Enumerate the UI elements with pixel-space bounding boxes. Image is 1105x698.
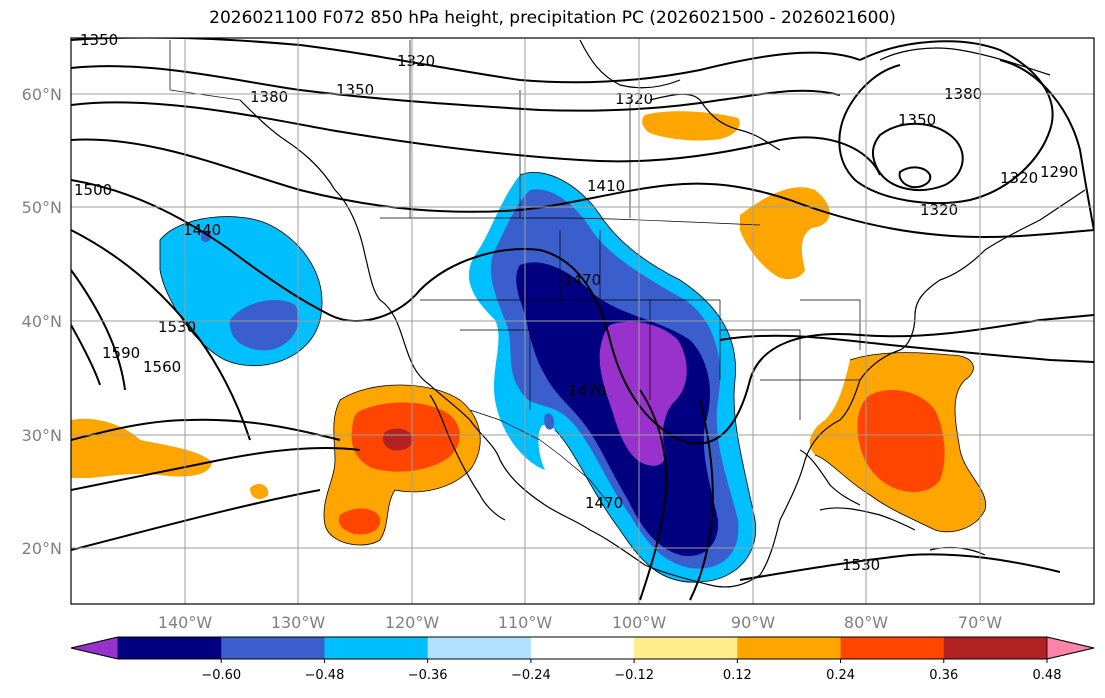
lon-label: 90°W <box>731 613 775 632</box>
contour-label: 1380 <box>250 88 288 106</box>
colorbar-extend-high <box>1046 636 1095 660</box>
lon-label: 100°W <box>612 613 667 632</box>
colorbar-swatch <box>118 637 222 659</box>
latitude-labels: 60°N 50°N 40°N 30°N 20°N <box>22 85 62 558</box>
lon-label: 80°W <box>844 613 888 632</box>
contour-label: 1410 <box>587 177 625 195</box>
contour-label: 1350 <box>898 111 936 129</box>
lon-label: 140°W <box>158 613 213 632</box>
positive-anomaly-area <box>740 187 830 280</box>
colorbar-swatch <box>324 637 429 659</box>
colorbar-tick-label: −0.60 <box>201 668 241 683</box>
colorbar-tick-label: −0.48 <box>305 668 345 683</box>
contour-label: 1470 <box>568 382 606 400</box>
precip-fill-layer <box>71 111 986 583</box>
precip-outline-layer <box>159 172 987 583</box>
positive-anomaly-area <box>71 418 212 478</box>
contour-label: 1500 <box>74 181 112 199</box>
coastlines-layer <box>239 39 1086 588</box>
contour-label: 1560 <box>143 358 181 376</box>
contour-label: 1290 <box>1040 163 1078 181</box>
positive-anomaly-core <box>382 428 414 451</box>
lat-label: 30°N <box>22 426 62 445</box>
lon-label: 110°W <box>498 613 553 632</box>
colorbar: −0.60 −0.48 −0.36 −0.24 −0.12 0.12 0.24 0.36 0.4… <box>70 636 1095 683</box>
contour-label: 1590 <box>102 344 140 362</box>
contour-label: 1530 <box>158 318 196 336</box>
colorbar-tick-label: 0.24 <box>826 668 855 683</box>
positive-anomaly-strong <box>857 390 945 492</box>
lon-label: 70°W <box>958 613 1002 632</box>
contour-label: 1530 <box>842 556 880 574</box>
colorbar-extend-low <box>70 636 119 660</box>
contour-label: 1320 <box>397 52 435 70</box>
lat-label: 40°N <box>22 312 62 331</box>
colorbar-swatch <box>530 637 635 659</box>
colorbar-tick-label: −0.24 <box>511 668 551 683</box>
colorbar-tick-label: 0.12 <box>723 668 752 683</box>
colorbar-swatch <box>737 637 842 659</box>
contour-label: 1320 <box>615 90 653 108</box>
lat-label: 20°N <box>22 539 62 558</box>
height-contour-layer <box>71 38 1094 601</box>
colorbar-swatch <box>221 637 325 659</box>
negative-anomaly-core <box>229 300 299 351</box>
borders-layer <box>169 40 861 506</box>
contour-label: 1470 <box>563 271 601 289</box>
lon-label: 130°W <box>271 613 326 632</box>
colorbar-swatch <box>840 637 945 659</box>
lat-label: 50°N <box>22 198 62 217</box>
colorbar-tick-label: 0.48 <box>1033 668 1062 683</box>
colorbar-swatch <box>943 637 1048 659</box>
map-frame <box>70 37 1095 605</box>
contour-label: 1320 <box>920 201 958 219</box>
contour-label: 1350 <box>80 31 118 49</box>
lon-label: 120°W <box>385 613 440 632</box>
colorbar-outline <box>70 636 1095 660</box>
longitude-labels: 140°W 130°W 120°W 110°W 100°W 90°W 80°W … <box>158 613 1002 632</box>
colorbar-swatch <box>427 637 532 659</box>
colorbar-tick-label: 0.36 <box>929 668 958 683</box>
contour-label: 1470 <box>585 494 623 512</box>
colorbar-swatch <box>634 637 738 659</box>
contour-label: 1320 <box>1000 169 1038 187</box>
graticule <box>71 38 1094 604</box>
colorbar-tick-label: −0.36 <box>408 668 448 683</box>
contour-label: 1440 <box>183 221 221 239</box>
colorbar-tick-label: −0.12 <box>614 668 654 683</box>
positive-anomaly-area <box>642 111 740 141</box>
lat-label: 60°N <box>22 85 62 104</box>
map-title: 2026021100 F072 850 hPa height, precipit… <box>209 8 896 28</box>
contour-label: 1350 <box>336 81 374 99</box>
